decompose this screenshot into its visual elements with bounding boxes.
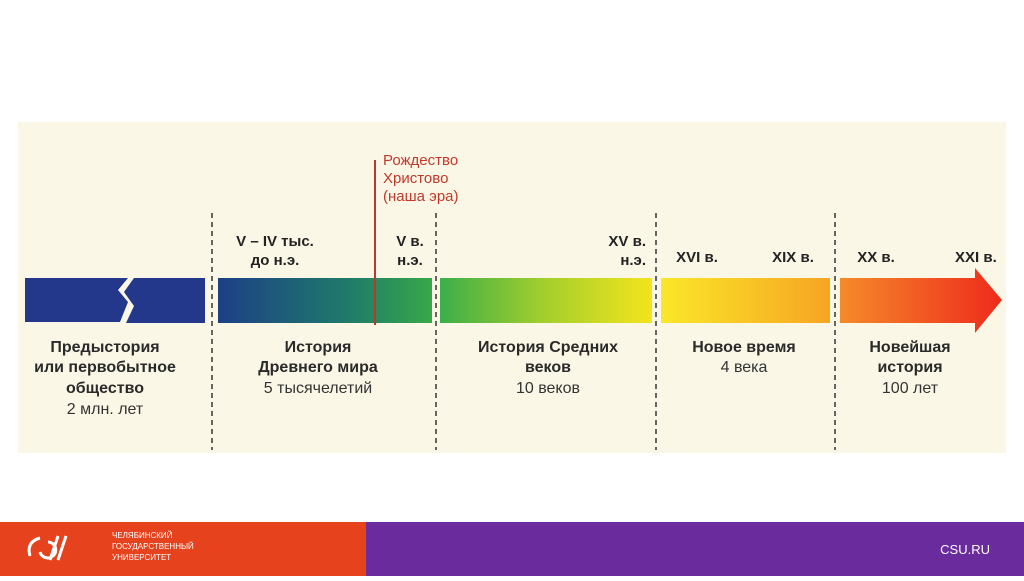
era-label: (наша эра) <box>383 188 459 205</box>
period-title: история <box>877 359 942 376</box>
university-name: ЧЕЛЯБИНСКИЙ <box>112 531 173 540</box>
modern-bar <box>661 278 830 323</box>
marker-label: XVI в. <box>676 249 718 266</box>
medieval-bar <box>440 278 652 323</box>
marker-label: V в. <box>396 233 424 250</box>
period-title: или первобытное <box>34 359 176 376</box>
era-label: Рождество <box>383 152 458 169</box>
period-duration: 100 лет <box>882 380 939 397</box>
university-name: ГОСУДАРСТВЕННЫЙ <box>112 542 194 551</box>
timeline: Рождество Христово (наша эра) V – IV тыс… <box>18 122 1006 453</box>
period-title: История <box>285 339 352 356</box>
logo <box>27 535 68 561</box>
prehistory-bar <box>25 278 205 323</box>
period-title: общество <box>66 380 144 397</box>
marker-label: до н.э. <box>251 252 300 269</box>
period-title: История Средних <box>478 339 618 356</box>
period-title: Предыстория <box>50 339 159 356</box>
footer-right <box>366 522 1024 576</box>
marker-label: XIX в. <box>772 249 814 266</box>
period-title: Новое время <box>692 339 796 356</box>
ancient-bar <box>218 278 432 323</box>
period-duration: 5 тысячелетий <box>264 380 372 397</box>
period-duration: 2 млн. лет <box>67 401 144 418</box>
marker-label: н.э. <box>620 252 646 269</box>
contemporary-bar <box>840 268 1002 333</box>
period-title: веков <box>525 359 571 376</box>
university-name: УНИВЕРСИТЕТ <box>112 553 171 562</box>
era-label: Христово <box>383 170 448 187</box>
site-link[interactable]: CSU.RU <box>940 542 990 557</box>
period-title: Древнего мира <box>258 359 378 376</box>
period-duration: 4 века <box>721 359 768 376</box>
marker-label: XV в. <box>608 233 646 250</box>
marker-label: V – IV тыс. <box>236 233 314 250</box>
period-duration: 10 веков <box>516 380 580 397</box>
marker-label: н.э. <box>397 252 423 269</box>
period-title: Новейшая <box>869 339 950 356</box>
marker-label: XXI в. <box>955 249 997 266</box>
marker-label: XX в. <box>857 249 895 266</box>
